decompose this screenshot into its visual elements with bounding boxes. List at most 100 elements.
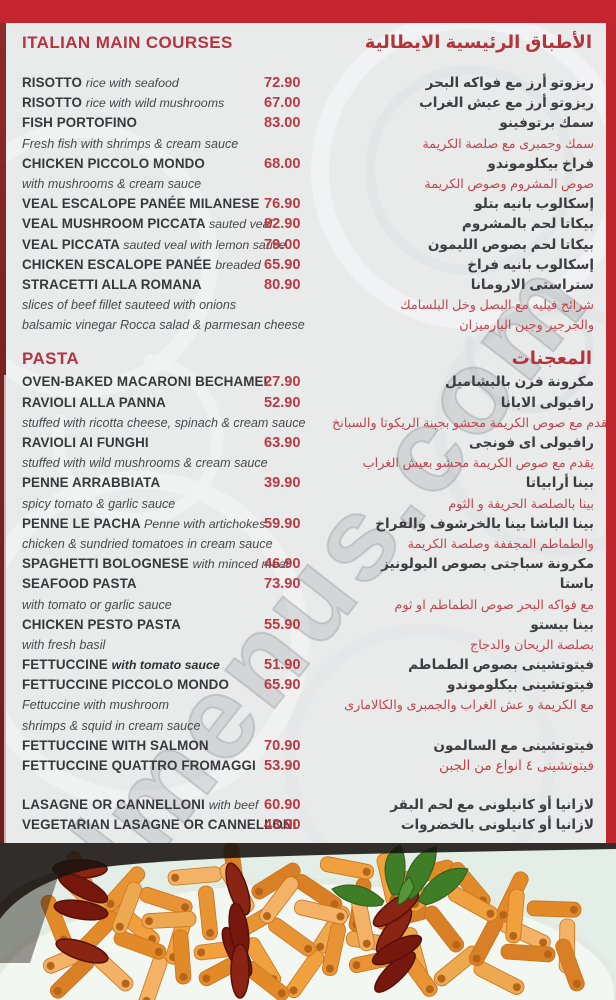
item-name: FETTUCCINE WITH SALMON	[22, 737, 209, 753]
item-name-cell: RISOTTO rice with seafood	[22, 73, 264, 93]
item-name: VEGETARIAN LASAGNE OR CANNELLONI	[22, 817, 297, 833]
item-subdescription: stuffed with ricotta cheese, spinach & c…	[22, 415, 306, 430]
item-subdescription: Fresh fish with shrimps & cream sauce	[22, 136, 239, 151]
menu-item-row: CHICKEN ESCALOPE PANÉE breaded 65.90 إسكال…	[22, 255, 594, 275]
item-subdescription-arabic: مع الكريمة و عش الغراب والجمبرى والكالام…	[344, 697, 594, 713]
menu-item-row: SPAGHETTI BOLOGNESE with minced meat 46.9…	[22, 554, 594, 574]
section-header: PASTA المعجنات	[22, 348, 594, 369]
item-name: FETTUCCINE	[22, 657, 108, 673]
item-price: 60.90	[264, 797, 301, 814]
item-subdescription-arabic: بينا بالصلصة الحريفة و الثوم	[448, 495, 594, 511]
item-name-arabic: رافيولى اى فونجى	[468, 435, 594, 450]
menu-content: ITALIAN MAIN COURSES الأطباق الرئيسية الا…	[22, 32, 611, 836]
item-name: VEAL PICCATA	[22, 236, 120, 252]
item-price: 63.90	[264, 435, 301, 451]
item-price: 83.00	[264, 115, 301, 132]
item-subdescription-row: chicken & sundried tomatoes in cream sau…	[22, 534, 594, 554]
item-name: PENNE ARRABBIATA	[22, 475, 161, 491]
item-subdescription: slices of beef fillet sauteed with onion…	[22, 298, 237, 313]
item-subdescription-row: with tomato or garlic sauce مع فواكه البح…	[22, 595, 594, 615]
menu-item-row: CHICKEN PESTO PASTA 55.90 بينا بيستو	[22, 615, 594, 635]
item-name-arabic: إسكالوب بانيه بتلو	[474, 196, 594, 212]
item-name-cell: FETTUCCINE QUATTRO FROMAGGI	[22, 756, 264, 776]
item-price: 27.90	[264, 374, 301, 391]
item-name-arabic: بيكاتا لحم بصوص الليمون	[427, 236, 594, 252]
item-name-arabic: فيتوتشينى بصوص الطماطم	[408, 657, 594, 673]
item-name-cell: CHICKEN PICCOLO MONDO	[22, 154, 264, 174]
item-name-cell: RISOTTO rice with wild mushrooms	[22, 93, 264, 113]
item-name: PENNE LE PACHA	[22, 515, 141, 531]
item-name-cell: LASAGNE OR CANNELLONI with beef	[22, 795, 264, 815]
menu-item-row: SEAFOOD PASTA 73.90 باستا	[22, 574, 594, 594]
item-name-cell: FETTUCCINE with tomato sauce	[22, 655, 264, 675]
item-subdescription: balsamic vinegar Rocca salad & parmesan …	[22, 318, 305, 333]
item-subdescription: Fettuccine with mushroom	[22, 698, 169, 713]
menu-item-row: OVEN-BAKED MACARONI BECHAMEL 27.90 مكرونة …	[22, 372, 594, 392]
item-subdescription: with mushrooms & cream sauce	[22, 176, 202, 191]
item-subdescription-row: with fresh basil بصلصة الريحان والدجاج	[22, 635, 594, 655]
item-name-cell: RAVIOLI ALLA PANNA	[22, 393, 264, 413]
top-red-bar	[0, 0, 616, 23]
item-subdescription: spicy tomato & garlic sauce	[22, 496, 176, 511]
menu-item-row: FISH PORTOFINO 83.00 سمك برتوفينو	[22, 113, 594, 133]
item-name-arabic: لازانيا أو كانيلونى مع لحم البقر	[390, 797, 594, 813]
item-price: 70.90	[264, 737, 301, 754]
menu-item-row: FETTUCCINE WITH SALMON 70.90 فيتوتشينى مع …	[22, 736, 594, 756]
item-description: with beef	[208, 798, 259, 813]
item-name: VEAL MUSHROOM PICCATA	[22, 216, 206, 232]
item-price: 43.90	[264, 817, 301, 834]
item-price: 65.90	[264, 677, 301, 694]
item-name-arabic: ريزوتو أرز مع فواكه البحر	[425, 75, 594, 90]
item-name-cell: VEAL MUSHROOM PICCATA sauted veal	[22, 214, 272, 234]
item-name: FETTUCCINE PICCOLO MONDO	[22, 677, 229, 693]
item-description: breaded	[215, 257, 261, 272]
item-name: FETTUCCINE QUATTRO FROMAGGI	[22, 758, 256, 773]
item-name: OVEN-BAKED MACARONI BECHAMEL	[22, 374, 272, 390]
item-name-cell: CHICKEN ESCALOPE PANÉE breaded	[22, 255, 264, 275]
item-name-arabic: مكرونة سباجتى بصوص البولونيز	[381, 556, 594, 572]
item-price: 76.90	[264, 196, 301, 213]
item-price: 65.90	[264, 256, 301, 273]
item-name: LASAGNE OR CANNELLONI	[22, 797, 205, 813]
item-name-cell: VEGETARIAN LASAGNE OR CANNELLONI	[22, 815, 296, 835]
section-title-arabic: الأطباق الرئيسية الايطالية	[364, 32, 592, 52]
item-description: rice with wild mushrooms	[85, 96, 225, 111]
item-description: with tomato sauce	[111, 658, 220, 673]
section-header: ITALIAN MAIN COURSES الأطباق الرئيسية الا…	[22, 32, 594, 53]
item-price: 80.90	[264, 276, 301, 293]
item-subdescription: stuffed with wild mushrooms & cream sauc…	[22, 456, 268, 471]
item-name-arabic: فيتوتشينى بيكلوموندو	[446, 677, 594, 693]
menu-item-row: VEAL MUSHROOM PICCATA sauted veal 82.90 بي…	[22, 214, 594, 234]
item-price: 46.90	[264, 556, 301, 573]
item-description: sauted veal	[208, 217, 273, 232]
dish-photo-svg	[0, 843, 616, 1000]
item-name-arabic: بينا الباشا بينا بالخرشوف والفراخ	[375, 515, 594, 531]
item-description: sauted veal with lemon sauce	[123, 237, 286, 252]
menu-item-row: VEAL ESCALOPE PANÉE MILANESE 76.90 إسكالوب…	[22, 194, 594, 214]
item-name-arabic: بينا بيستو	[530, 616, 594, 632]
item-name-cell: CHICKEN PESTO PASTA	[22, 615, 264, 635]
item-price: 55.90	[264, 616, 301, 633]
item-subdescription: with fresh basil	[22, 637, 106, 652]
item-name-arabic: فيتوتشينى مع السالمون	[433, 737, 594, 753]
item-subdescription-row: stuffed with ricotta cheese, spinach & c…	[22, 413, 611, 433]
item-name: SPAGHETTI BOLOGNESE	[22, 556, 189, 572]
item-name-arabic: فيتوتشينى ٤ انواع من الجبن	[439, 758, 594, 773]
item-name-cell: PENNE LE PACHA Penne with artichokes	[22, 514, 266, 534]
item-name-arabic: ريزوتو أرز مع عيش الغراب	[419, 95, 594, 111]
item-subdescription-row: slices of beef fillet sauteed with onion…	[22, 295, 594, 315]
menu-item-row: VEGETARIAN LASAGNE OR CANNELLONI 43.90 لاز…	[22, 815, 594, 835]
item-name-arabic: بينا أرابياتا	[525, 475, 594, 491]
item-description: rice with seafood	[85, 76, 179, 90]
item-name: SEAFOOD PASTA	[22, 576, 137, 592]
item-subdescription-arabic: والطماطم المجففة وصلصة الكريمة	[407, 535, 594, 551]
menu-item-row: FETTUCCINE PICCOLO MONDO 65.90 فيتوتشينى ب…	[22, 675, 594, 695]
item-subdescription: shrimps & squid in cream sauce	[22, 718, 201, 733]
item-description: with minced meat	[192, 557, 290, 572]
menu-item-row: CHICKEN PICCOLO MONDO 68.00 فراخ بيكلوموند…	[22, 154, 594, 174]
item-name-arabic: فراخ بيكلوموندو	[487, 155, 594, 171]
item-description: Penne with artichokes	[144, 516, 266, 531]
item-name-cell: FETTUCCINE WITH SALMON	[22, 736, 264, 756]
item-price: 68.00	[264, 155, 301, 172]
menu-item-row: RAVIOLI AI FUNGHI 63.90 رافيولى اى فونجى	[22, 433, 594, 453]
